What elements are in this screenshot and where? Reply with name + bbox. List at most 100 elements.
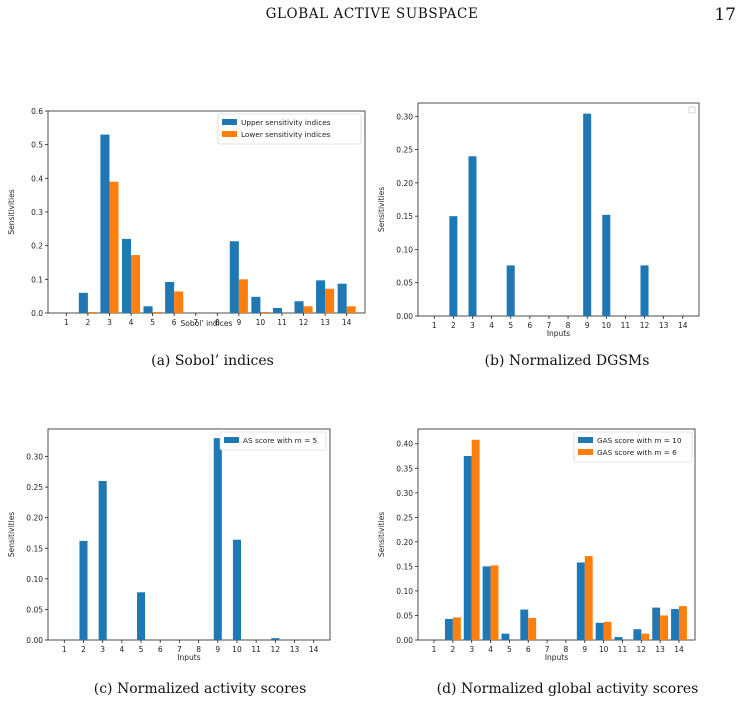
caption-b: (b) Normalized DGSMs bbox=[484, 353, 650, 369]
bar-s2-14 bbox=[678, 606, 687, 640]
bar-s1-14 bbox=[337, 283, 347, 313]
x-tick-label: 1 bbox=[64, 318, 69, 327]
bar-s1-3 bbox=[100, 134, 110, 313]
x-tick-label: 11 bbox=[618, 645, 628, 654]
x-tick-label: 7 bbox=[193, 318, 198, 327]
x-tick-label: 10 bbox=[599, 645, 609, 654]
x-tick-label: 9 bbox=[236, 318, 241, 327]
y-tick-label: 0.20 bbox=[396, 179, 413, 188]
x-tick-label: 5 bbox=[508, 321, 513, 330]
x-tick-label: 12 bbox=[299, 318, 309, 327]
bar-s2-6 bbox=[174, 291, 184, 313]
page-header: GLOBAL ACTIVE SUBSPACE 17 bbox=[0, 5, 744, 26]
x-tick-label: 8 bbox=[215, 318, 220, 327]
legend-swatch bbox=[578, 449, 593, 455]
page-number: 17 bbox=[714, 5, 736, 25]
bar-s2-12 bbox=[641, 633, 650, 640]
bar-s1-2 bbox=[444, 618, 453, 640]
x-axis-label: Inputs bbox=[547, 329, 570, 338]
legend-label: GAS score with m = 10 bbox=[597, 436, 682, 445]
y-axis-label: Sensitivities bbox=[377, 187, 386, 232]
bar-s1-9 bbox=[576, 562, 585, 640]
bar-s1-13 bbox=[652, 607, 661, 640]
bar-s2-3 bbox=[109, 181, 119, 313]
legend-label: Upper sensitivity indices bbox=[241, 118, 331, 127]
bar-s2-9 bbox=[584, 556, 593, 640]
y-tick-label: 0.30 bbox=[26, 453, 43, 462]
bar-s1-10 bbox=[251, 296, 261, 313]
bar-s1-11 bbox=[614, 637, 623, 640]
x-tick-label: 14 bbox=[678, 321, 688, 330]
legend-swatch bbox=[222, 119, 237, 125]
x-tick-label: 12 bbox=[271, 645, 281, 654]
bar-s1-3 bbox=[463, 455, 472, 640]
y-tick-label: 0.3 bbox=[31, 208, 43, 217]
y-tick-label: 0.35 bbox=[396, 464, 413, 473]
x-tick-label: 8 bbox=[564, 645, 569, 654]
x-tick-label: 12 bbox=[637, 645, 647, 654]
y-tick-label: 0.0 bbox=[31, 309, 43, 318]
y-tick-label: 0.1 bbox=[31, 275, 43, 284]
legend-swatch bbox=[222, 131, 237, 137]
x-tick-label: 9 bbox=[585, 321, 590, 330]
y-tick-label: 0.5 bbox=[31, 141, 43, 150]
legend-box bbox=[573, 431, 693, 463]
figure-b-normalized-dgsms: 0.00 0.05 0.10 0.15 0.20 0.25 0.30 1 2 3 4 5 6 7 8 9 10 1… bbox=[372, 100, 744, 345]
y-tick-label: 0.00 bbox=[396, 312, 413, 321]
y-tick-label: 0.10 bbox=[396, 587, 413, 596]
bar-s1-2 bbox=[79, 540, 88, 640]
bar-s1-5 bbox=[501, 633, 510, 640]
x-tick-label: 3 bbox=[470, 321, 475, 330]
x-tick-label: 1 bbox=[432, 321, 437, 330]
bar-s1-3 bbox=[98, 480, 107, 640]
bar-s2-4 bbox=[131, 255, 141, 313]
x-tick-label: 11 bbox=[621, 321, 631, 330]
plot-frame bbox=[417, 102, 700, 317]
x-tick-label: 12 bbox=[640, 321, 650, 330]
bar-s1-10 bbox=[595, 622, 604, 640]
bar-s1-12 bbox=[640, 265, 649, 316]
bar-s1-4 bbox=[482, 566, 491, 640]
bar-s1-9 bbox=[229, 241, 239, 313]
y-axis-label: Sensitivities bbox=[377, 512, 386, 557]
bar-s1-3 bbox=[468, 156, 477, 316]
y-tick-label: 0.20 bbox=[396, 538, 413, 547]
x-tick-label: 14 bbox=[674, 645, 684, 654]
plot-frame bbox=[417, 428, 696, 641]
y-tick-label: 0.05 bbox=[396, 611, 413, 620]
legend-label: Lower sensitivity indices bbox=[241, 130, 330, 139]
bar-s2-14 bbox=[346, 306, 356, 313]
x-tick-label: 5 bbox=[139, 645, 144, 654]
bar-s1-13 bbox=[316, 280, 326, 313]
x-tick-label: 6 bbox=[172, 318, 177, 327]
bar-s1-9 bbox=[213, 438, 222, 640]
y-tick-label: 0.20 bbox=[26, 514, 43, 523]
x-tick-label: 4 bbox=[129, 318, 134, 327]
y-tick-label: 0.00 bbox=[396, 636, 413, 645]
x-tick-label: 1 bbox=[62, 645, 67, 654]
caption-d: (d) Normalized global activity scores bbox=[436, 681, 699, 697]
bar-s2-4 bbox=[490, 565, 499, 640]
x-tick-label: 13 bbox=[655, 645, 665, 654]
bar-s1-9 bbox=[583, 113, 592, 317]
bar-s1-5 bbox=[143, 306, 153, 313]
x-tick-label: 7 bbox=[545, 645, 550, 654]
bar-s2-9 bbox=[238, 279, 248, 313]
y-tick-label: 0.05 bbox=[26, 605, 43, 614]
y-tick-label: 0.30 bbox=[396, 112, 413, 121]
bar-s1-2 bbox=[449, 216, 458, 316]
y-tick-label: 0.05 bbox=[396, 279, 413, 288]
bar-s1-11 bbox=[272, 307, 282, 313]
bar-s2-12 bbox=[303, 306, 313, 313]
y-tick-label: 0.00 bbox=[26, 636, 43, 645]
x-tick-label: 13 bbox=[320, 318, 330, 327]
x-tick-label: 14 bbox=[309, 645, 319, 654]
x-tick-label: 3 bbox=[469, 645, 474, 654]
y-tick-label: 0.15 bbox=[396, 562, 413, 571]
x-tick-label: 2 bbox=[86, 318, 91, 327]
y-tick-label: 0.25 bbox=[396, 146, 413, 155]
x-tick-label: 14 bbox=[342, 318, 352, 327]
bar-s1-12 bbox=[271, 638, 280, 640]
caption-a: (a) Sobol’ indices bbox=[151, 353, 274, 369]
bar-s2-6 bbox=[528, 617, 537, 640]
